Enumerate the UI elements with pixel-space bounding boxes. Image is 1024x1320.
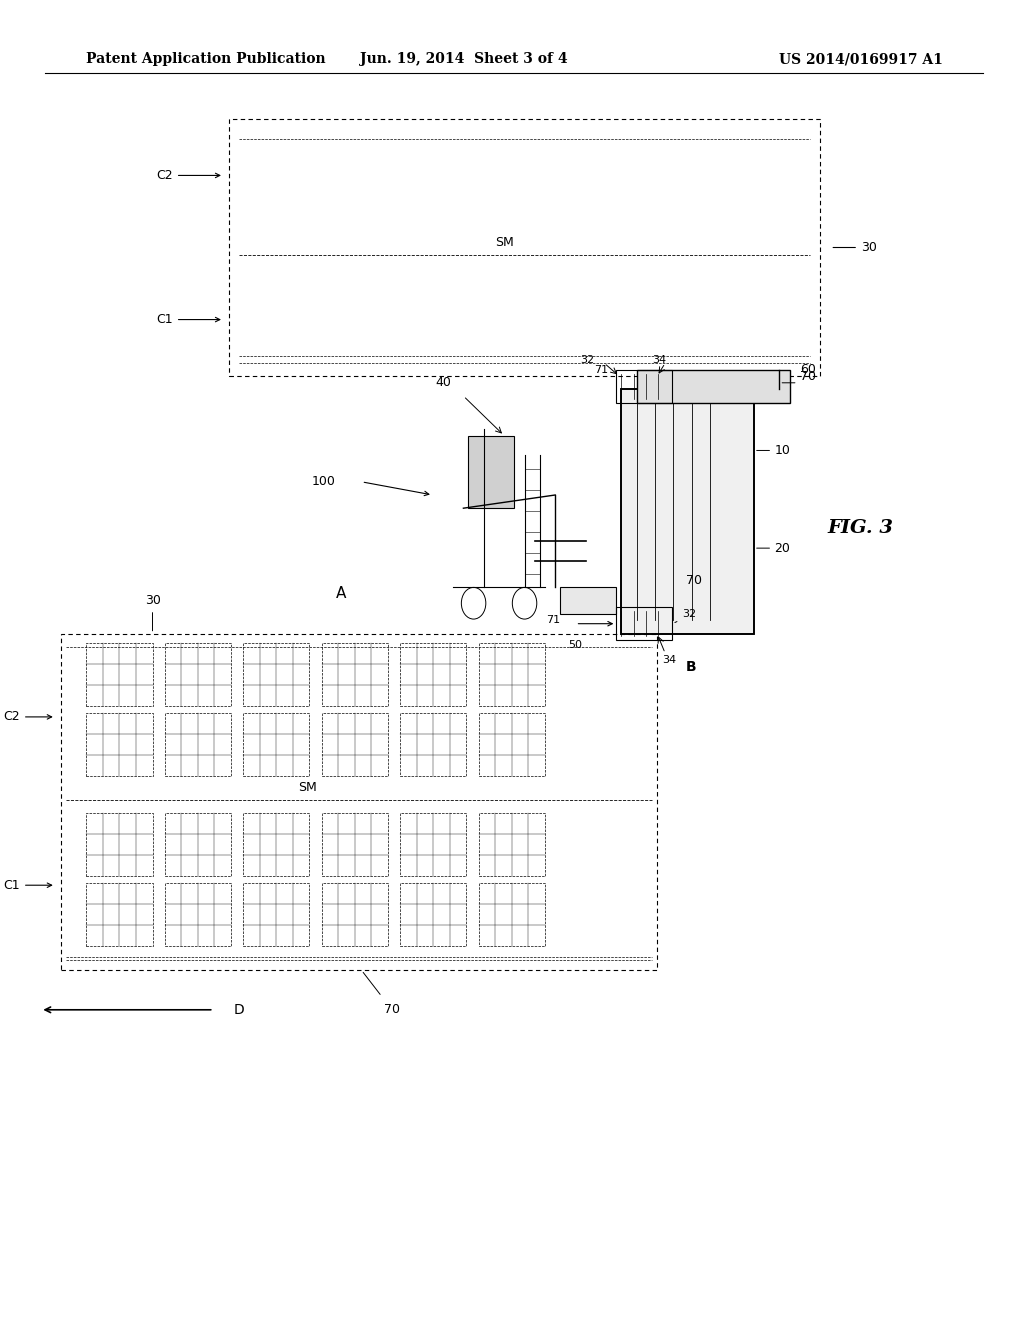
Text: C2: C2 xyxy=(157,169,220,182)
Bar xyxy=(322,713,388,776)
Bar xyxy=(165,713,231,776)
Text: D: D xyxy=(234,1003,245,1016)
Bar xyxy=(86,883,153,946)
Bar xyxy=(322,643,388,706)
Text: Jun. 19, 2014  Sheet 3 of 4: Jun. 19, 2014 Sheet 3 of 4 xyxy=(359,53,567,66)
Text: 70: 70 xyxy=(384,1003,400,1016)
Bar xyxy=(322,813,388,876)
Text: 20: 20 xyxy=(774,541,791,554)
Text: 71: 71 xyxy=(546,615,560,626)
Text: 70: 70 xyxy=(800,370,816,383)
Bar xyxy=(616,370,673,403)
Bar xyxy=(478,713,545,776)
Bar xyxy=(165,883,231,946)
Bar xyxy=(244,813,309,876)
Bar xyxy=(86,813,153,876)
Bar xyxy=(322,883,388,946)
Text: 100: 100 xyxy=(312,475,336,488)
Bar xyxy=(165,813,231,876)
Text: 30: 30 xyxy=(834,242,877,253)
Bar xyxy=(560,587,616,614)
Bar xyxy=(478,643,545,706)
Text: 10: 10 xyxy=(774,444,791,457)
Text: FIG. 3: FIG. 3 xyxy=(828,519,894,537)
Bar xyxy=(86,713,153,776)
Bar xyxy=(86,643,153,706)
Text: 70: 70 xyxy=(686,574,701,587)
Text: B: B xyxy=(686,660,696,673)
Text: 34: 34 xyxy=(663,655,676,665)
Bar xyxy=(637,370,790,403)
Text: 32: 32 xyxy=(581,355,595,366)
Text: C2: C2 xyxy=(3,710,51,723)
Text: 71: 71 xyxy=(594,364,608,375)
Bar xyxy=(244,643,309,706)
Text: 34: 34 xyxy=(652,355,666,366)
Text: C1: C1 xyxy=(157,313,220,326)
Bar xyxy=(244,883,309,946)
Text: 50: 50 xyxy=(568,640,583,651)
Text: 30: 30 xyxy=(144,594,161,607)
Text: C1: C1 xyxy=(3,879,51,892)
Text: SM: SM xyxy=(299,780,317,793)
Bar xyxy=(469,436,514,508)
Bar xyxy=(622,389,754,634)
Text: A: A xyxy=(336,586,346,601)
Bar xyxy=(478,883,545,946)
Bar xyxy=(400,643,467,706)
Bar xyxy=(400,813,467,876)
Bar xyxy=(165,643,231,706)
Text: 40: 40 xyxy=(435,376,451,389)
Text: 32: 32 xyxy=(683,609,696,619)
Bar xyxy=(244,713,309,776)
Text: SM: SM xyxy=(495,236,514,248)
Text: 60: 60 xyxy=(800,363,816,376)
Bar xyxy=(400,883,467,946)
Text: Patent Application Publication: Patent Application Publication xyxy=(86,53,326,66)
Text: US 2014/0169917 A1: US 2014/0169917 A1 xyxy=(778,53,942,66)
Bar xyxy=(400,713,467,776)
Bar xyxy=(622,389,754,634)
Bar xyxy=(478,813,545,876)
Bar xyxy=(616,607,673,640)
